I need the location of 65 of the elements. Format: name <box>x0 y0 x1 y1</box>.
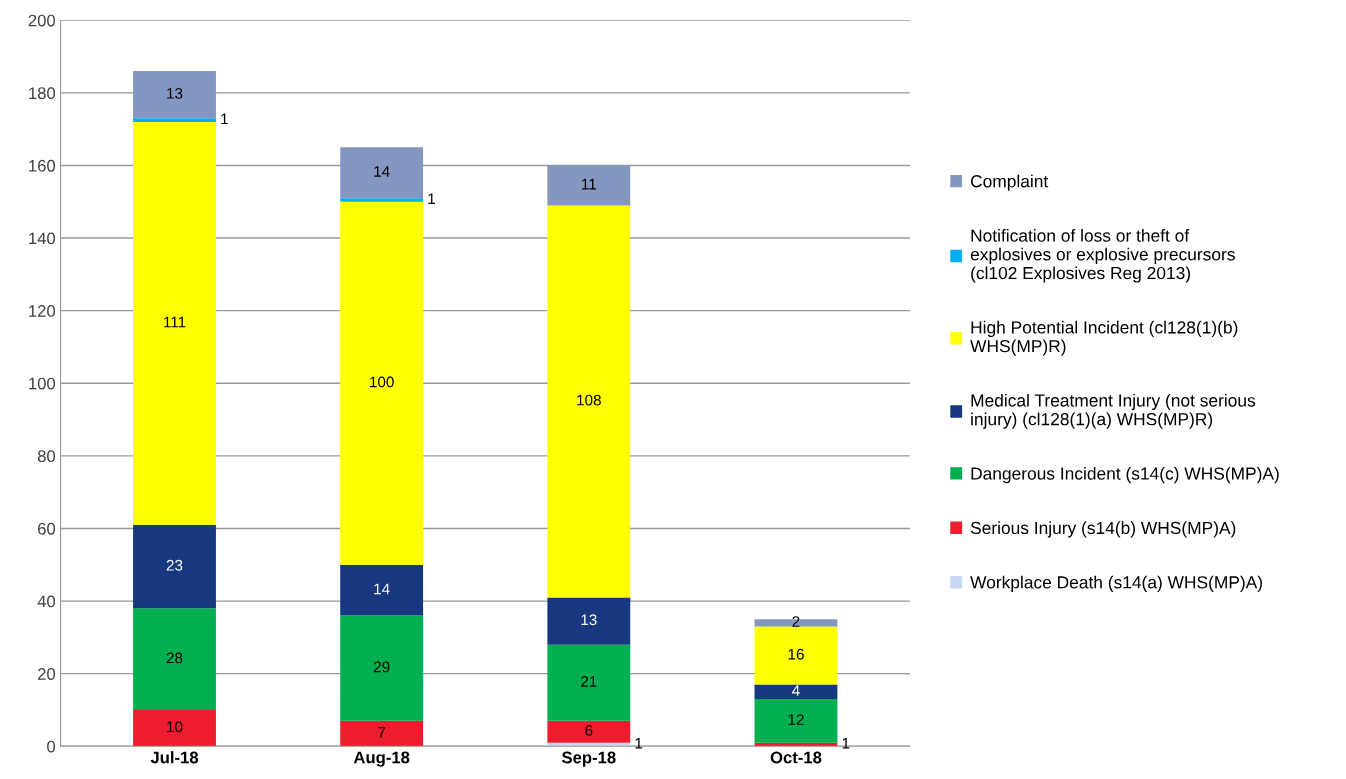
bar <box>133 709 216 747</box>
y-tick-label: 0 <box>47 740 56 753</box>
data-label: 10 <box>167 721 183 733</box>
data-label: 1 <box>842 737 850 749</box>
x-tick-label: Oct-18 <box>770 751 822 764</box>
bar <box>340 201 424 565</box>
bar <box>754 699 838 743</box>
y-tick-label: 80 <box>37 450 56 463</box>
bar <box>547 720 631 743</box>
bar <box>340 720 424 747</box>
data-label: 1 <box>635 737 643 749</box>
x-tick-label: Sep-18 <box>561 751 616 767</box>
data-label: 100 <box>370 376 394 388</box>
data-label: 14 <box>374 583 390 595</box>
bar <box>133 71 216 119</box>
y-tick-label: 180 <box>29 87 56 100</box>
bar <box>340 147 424 199</box>
data-label: 108 <box>577 394 601 406</box>
bar <box>547 165 631 206</box>
data-label: 21 <box>581 676 597 687</box>
y-tick-label: 140 <box>29 232 56 245</box>
data-label: 4 <box>792 685 800 696</box>
y-tick-label: 100 <box>29 377 56 390</box>
data-label: 7 <box>378 727 386 738</box>
y-tick-label: 20 <box>38 668 56 680</box>
bar <box>133 121 216 525</box>
bar <box>340 564 424 616</box>
data-label: 23 <box>166 559 183 571</box>
x-tick-label: Aug-18 <box>353 751 410 767</box>
bar <box>754 626 838 685</box>
bar <box>340 615 424 721</box>
y-tick-label: 160 <box>29 159 56 172</box>
legend-label: Medical Treatment Injury (not serious injury) (cl128(1)(a) WHS(MP)R) <box>971 393 1256 429</box>
bar <box>133 118 216 122</box>
bar <box>340 198 424 202</box>
data-label: 11 <box>582 178 596 190</box>
y-tick-label: 40 <box>37 595 56 608</box>
data-label: 16 <box>788 648 804 660</box>
data-label: 2 <box>792 616 800 627</box>
y-tick-label: 200 <box>28 14 56 27</box>
y-tick-label: 60 <box>38 522 56 535</box>
bar <box>547 644 631 721</box>
bar <box>754 684 838 700</box>
data-label: 6 <box>585 725 593 736</box>
data-label: 14 <box>374 166 390 177</box>
data-label: 29 <box>373 661 390 673</box>
bar <box>547 597 631 645</box>
bar <box>547 205 631 598</box>
bar <box>133 524 216 609</box>
data-label: 13 <box>167 87 183 99</box>
legend-label: Notification of loss or theft of explosives or explosive precursors (cl102 Explosives Reg 2013) <box>970 229 1235 283</box>
data-label: 28 <box>166 652 183 664</box>
y-tick-label: 120 <box>29 305 56 317</box>
data-label: 111 <box>164 316 186 328</box>
legend-label: Complaint <box>970 174 1049 191</box>
bar <box>133 608 216 710</box>
data-label: 13 <box>581 614 597 626</box>
data-label: 1 <box>428 193 435 204</box>
legend-label: Dangerous Incident (s14(c) WHS(MP)A) <box>971 466 1279 484</box>
legend-label: Serious Injury (s14(b) WHS(MP)A) <box>970 521 1236 538</box>
legend-label: High Potential Incident (cl128(1)(b) WHS(MP)R) <box>970 320 1238 356</box>
data-label: 1 <box>221 113 228 125</box>
x-tick-label: Jul-18 <box>150 751 199 764</box>
legend-label: Workplace Death (s14(a) WHS(MP)A) <box>970 575 1262 592</box>
data-label: 12 <box>788 714 804 725</box>
